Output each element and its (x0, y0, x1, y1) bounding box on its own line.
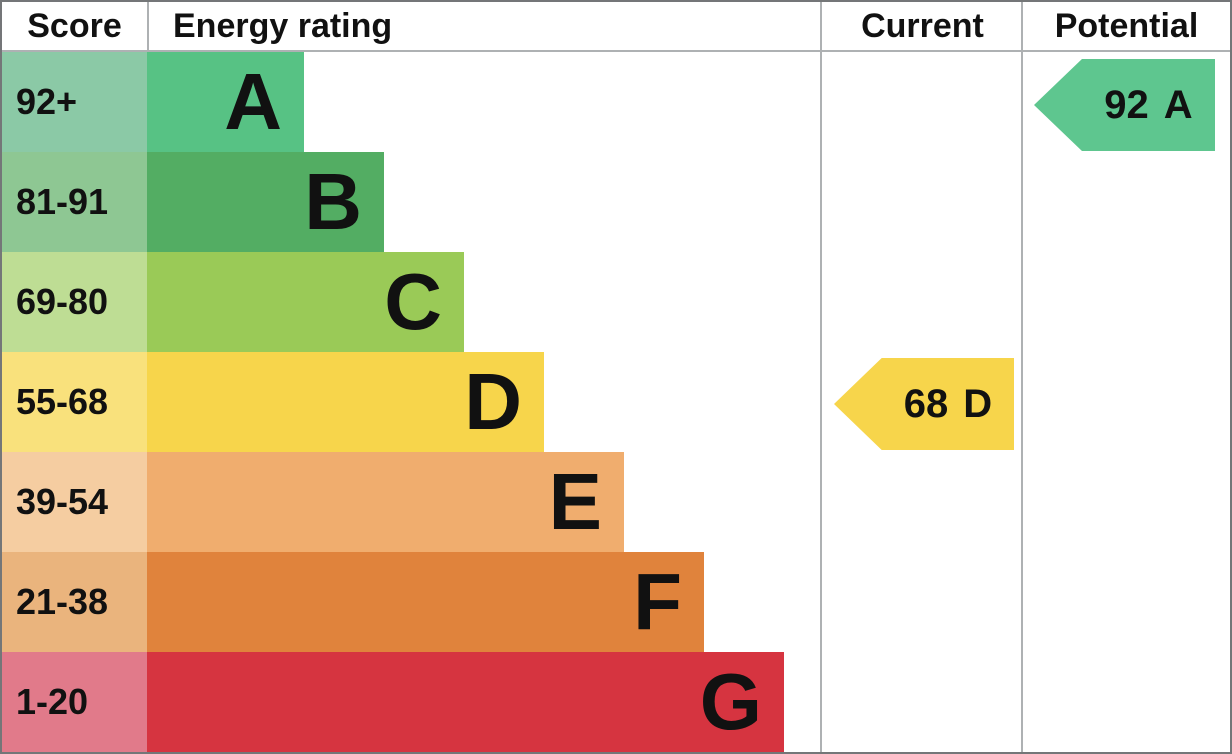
band-letter-a: A (224, 57, 282, 146)
divider-current-potential (1021, 2, 1023, 752)
header-potential: Potential (1054, 6, 1199, 45)
band-letter-d: D (464, 357, 522, 446)
potential-rating-arrow: 92 A (1034, 59, 1215, 151)
band-bar-b: B (147, 152, 384, 252)
current-band: D (963, 381, 993, 426)
header-divider (2, 50, 1230, 52)
score-range-a: 92+ (2, 52, 147, 152)
header-score: Score (27, 6, 122, 45)
score-range-b: 81-91 (2, 152, 147, 252)
score-range-g: 1-20 (2, 652, 147, 752)
band-row-c: 69-80 C (2, 252, 822, 352)
band-bar-e: E (147, 452, 624, 552)
band-bar-d: D (147, 352, 544, 452)
current-score: 68 (903, 381, 949, 426)
potential-score: 92 (1104, 82, 1149, 127)
band-letter-c: C (384, 257, 442, 346)
band-letter-e: E (548, 457, 602, 546)
header-energy-rating: Energy rating (173, 6, 393, 45)
band-row-d: 55-68 D (2, 352, 822, 452)
band-row-e: 39-54 E (2, 452, 822, 552)
band-bar-f: F (147, 552, 704, 652)
score-range-f: 21-38 (2, 552, 147, 652)
band-bar-g: G (147, 652, 784, 752)
band-row-b: 81-91 B (2, 152, 822, 252)
divider-energy-current (820, 2, 822, 752)
band-letter-b: B (304, 157, 362, 246)
band-letter-g: G (699, 657, 762, 746)
band-row-a: 92+ A (2, 52, 822, 152)
header-current: Current (861, 6, 984, 45)
band-rows: 92+ A 81-91 B 69-80 C 55-68 D 39-54 (2, 52, 822, 752)
header-row: Score Energy rating Current Potential (2, 2, 1230, 50)
band-row-g: 1-20 G (2, 652, 822, 752)
score-range-c: 69-80 (2, 252, 147, 352)
potential-band: A (1163, 82, 1193, 127)
band-row-f: 21-38 F (2, 552, 822, 652)
score-range-e: 39-54 (2, 452, 147, 552)
score-range-d: 55-68 (2, 352, 147, 452)
current-rating-arrow: 68 D (834, 358, 1014, 450)
band-letter-f: F (633, 557, 682, 646)
band-bar-c: C (147, 252, 464, 352)
band-bar-a: A (147, 52, 304, 152)
divider-score-energy (147, 2, 149, 50)
